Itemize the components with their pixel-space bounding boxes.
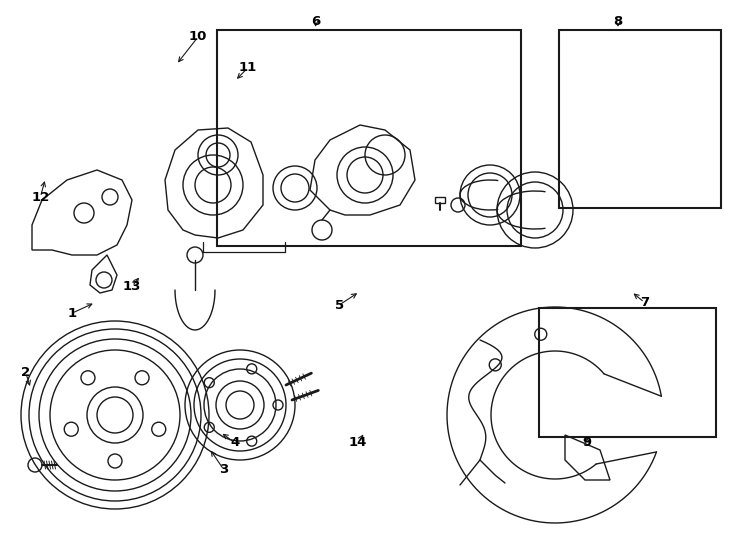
Text: 1: 1	[68, 307, 76, 320]
Text: 10: 10	[189, 30, 208, 43]
Text: 14: 14	[349, 436, 368, 449]
Text: 5: 5	[335, 299, 344, 312]
Text: 9: 9	[583, 436, 592, 449]
Text: 12: 12	[32, 191, 49, 204]
Text: 4: 4	[230, 436, 239, 449]
Text: 2: 2	[21, 366, 30, 379]
Text: 8: 8	[614, 15, 622, 28]
Text: 3: 3	[219, 463, 228, 476]
Bar	[539, 308, 716, 437]
Text: 7: 7	[640, 296, 649, 309]
Text: 6: 6	[311, 15, 320, 28]
Bar	[559, 30, 721, 208]
Text: 11: 11	[239, 61, 257, 74]
Text: 13: 13	[123, 280, 142, 293]
Bar	[217, 30, 521, 246]
